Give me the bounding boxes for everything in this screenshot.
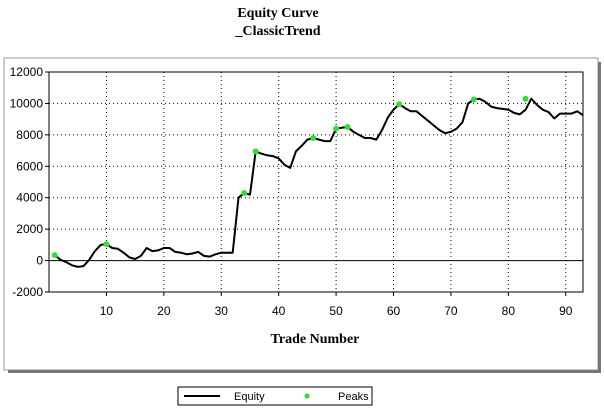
chart-title: Equity Curve [237,6,318,21]
legend-equity-label: Equity [234,391,265,403]
frame-shadow-bottom [8,370,598,373]
peak-marker [470,96,477,103]
x-tick-label: 40 [272,304,286,318]
y-tick-label: 0 [36,254,43,268]
legend-peaks-marker [304,393,310,399]
peak-marker [103,241,110,248]
frame-shadow-right [598,62,601,373]
x-tick-label: 80 [502,304,516,318]
axis-layer: -2000 0 2000 4000 6000 8000 10000 12000 10 20 30 40… [10,65,573,318]
x-tick-label: 90 [559,304,573,318]
peak-marker [344,124,351,130]
grid-layer [49,72,583,292]
x-tick-label: 10 [100,304,114,318]
y-tick-label: -2000 [12,285,43,299]
y-tick-label: 8000 [16,128,43,142]
peak-marker [252,148,259,155]
chart-frame [3,57,601,373]
legend: Equity Peaks [177,386,373,406]
peak-marker [51,252,58,259]
y-tick-label: 2000 [16,222,43,236]
legend-box [177,386,373,406]
x-tick-label: 50 [329,304,343,318]
peak-marker [310,135,317,141]
x-tick-label: 30 [215,304,229,318]
chart-subtitle: _ClassicTrend [234,24,320,39]
y-tick-label: 10000 [10,96,44,110]
y-tick-label: 6000 [16,159,43,173]
y-tick-label: 4000 [16,191,43,205]
plot-area [48,71,584,293]
peak-marker [396,101,403,108]
x-tick-label: 20 [157,304,171,318]
x-tick-label: 70 [444,304,458,318]
peak-marker [241,190,248,196]
peak-marker [333,125,340,132]
legend-peaks-label: Peaks [338,391,369,403]
y-tick-label: 12000 [10,65,44,79]
equity-series-line [54,97,584,268]
series-layer [51,95,584,268]
x-axis-label: Trade Number [271,332,360,347]
peak-marker [522,95,529,102]
x-tick-label: 60 [387,304,401,318]
